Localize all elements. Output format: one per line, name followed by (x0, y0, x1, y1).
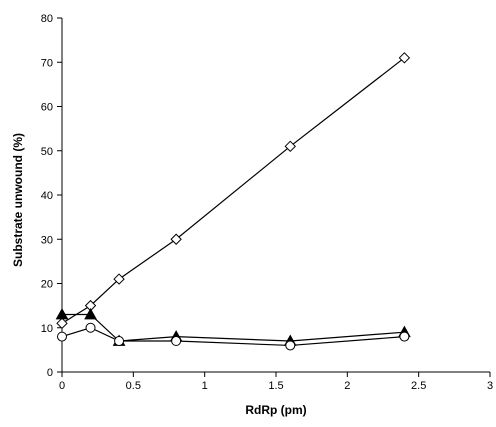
y-tick-label: 30 (41, 234, 53, 246)
data-point-circle (399, 331, 410, 342)
series-1 (56, 52, 411, 330)
data-point-diamond (398, 52, 411, 64)
x-ticks: 0 0.5 1 1.5 2 2.5 3 (59, 372, 493, 392)
data-point-circle (171, 336, 182, 347)
series-layer (55, 52, 411, 351)
y-tick-label: 40 (41, 190, 53, 202)
y-ticks: 0 10 20 30 40 50 60 70 80 (41, 13, 62, 379)
data-point-diamond (56, 317, 68, 330)
x-tick-label: 2.5 (411, 380, 426, 392)
data-point-diamond (170, 233, 182, 245)
y-tick-label: 50 (41, 146, 53, 158)
data-point-diamond (113, 273, 125, 285)
data-point-circle (85, 322, 96, 333)
series-line (61, 57, 405, 324)
y-tick-label: 60 (41, 102, 53, 114)
series-line (62, 313, 405, 342)
x-tick-label: 3 (487, 380, 493, 392)
data-point-diamond (284, 140, 296, 153)
data-point-circle (114, 336, 125, 347)
x-tick-label: 0.5 (126, 380, 141, 392)
data-point-circle (285, 340, 296, 351)
data-point-circle (57, 331, 67, 342)
x-tick-label: 1 (202, 380, 208, 392)
data-point-triangle (55, 307, 69, 320)
x-tick-label: 0 (59, 380, 65, 392)
y-tick-label: 20 (41, 279, 53, 291)
x-tick-label: 2 (344, 380, 350, 392)
series-3 (57, 322, 410, 351)
y-tick-label: 70 (41, 57, 53, 69)
y-tick-label: 80 (41, 13, 53, 25)
axes (61, 18, 490, 373)
x-tick-label: 1.5 (268, 380, 283, 392)
y-axis-title: Substrate unwound (%) (11, 133, 25, 267)
data-point-triangle (84, 307, 97, 320)
y-tick-label: 10 (41, 323, 53, 335)
x-axis-title: RdRp (pm) (245, 403, 306, 417)
y-tick-label: 0 (47, 367, 53, 379)
